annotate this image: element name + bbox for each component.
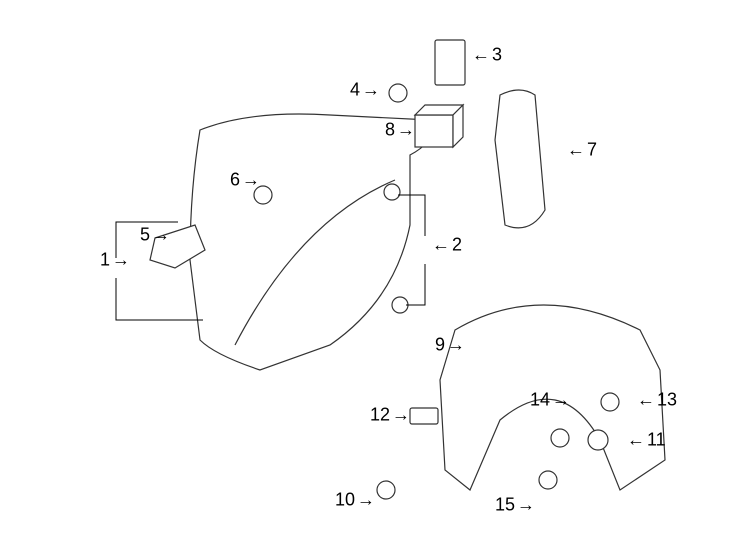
diagram-stage: 1→←2←34→5→6→←78→9→10→←1112→←1314→15→ bbox=[0, 0, 734, 540]
callout-3: ←3 bbox=[470, 45, 502, 66]
callout-number: 2 bbox=[452, 235, 462, 256]
callout-1: 1→ bbox=[100, 250, 132, 271]
callout-number: 12 bbox=[370, 405, 390, 426]
callout-number: 3 bbox=[492, 45, 502, 66]
wheel-arch-line bbox=[235, 180, 395, 345]
callout-13: ←13 bbox=[635, 390, 677, 411]
callout-12: 12→ bbox=[370, 405, 412, 426]
callout-arrow-icon: → bbox=[362, 80, 380, 101]
callout-number: 6 bbox=[230, 170, 240, 191]
fastener-4 bbox=[389, 84, 407, 102]
callout-number: 4 bbox=[350, 80, 360, 101]
callout-5: 5→ bbox=[140, 225, 172, 246]
insulator-7 bbox=[495, 90, 545, 228]
callout-arrow-icon: → bbox=[397, 120, 415, 141]
callout-6: 6→ bbox=[230, 170, 262, 191]
callout-number: 11 bbox=[647, 430, 666, 451]
callout-arrow-icon: → bbox=[392, 405, 410, 426]
callout-number: 5 bbox=[140, 225, 150, 246]
callout-number: 9 bbox=[435, 335, 445, 356]
callout-15: 15→ bbox=[495, 495, 537, 516]
callout-11: ←11 bbox=[625, 430, 666, 451]
callout-arrow-icon: ← bbox=[567, 140, 585, 161]
fastener-2b bbox=[392, 297, 408, 313]
callout-arrow-icon: → bbox=[447, 335, 465, 356]
callout-number: 8 bbox=[385, 120, 395, 141]
callout-arrow-icon: ← bbox=[432, 235, 450, 256]
callout-number: 7 bbox=[587, 140, 597, 161]
callout-arrow-icon: → bbox=[552, 390, 570, 411]
callout-arrow-icon: → bbox=[517, 495, 535, 516]
cube-8 bbox=[415, 105, 463, 147]
callout-arrow-icon: → bbox=[112, 250, 130, 271]
callout-number: 15 bbox=[495, 495, 515, 516]
plate-3 bbox=[435, 40, 465, 85]
callout-number: 14 bbox=[530, 390, 550, 411]
fastener-15 bbox=[539, 471, 557, 489]
callout-10: 10→ bbox=[335, 490, 377, 511]
callout-arrow-icon: → bbox=[357, 490, 375, 511]
callout-arrow-icon: → bbox=[242, 170, 260, 191]
fastener-13 bbox=[601, 393, 619, 411]
callout-14: 14→ bbox=[530, 390, 572, 411]
callout-number: 13 bbox=[657, 390, 677, 411]
callout-number: 10 bbox=[335, 490, 355, 511]
callout-arrow-icon: ← bbox=[637, 390, 655, 411]
callout-7: ←7 bbox=[565, 140, 597, 161]
fender-outline bbox=[190, 114, 430, 370]
clip-12 bbox=[410, 408, 438, 424]
callout-4: 4→ bbox=[350, 80, 382, 101]
callout-arrow-icon: ← bbox=[627, 430, 645, 451]
callout-arrow-icon: ← bbox=[472, 45, 490, 66]
fastener-2a bbox=[384, 184, 400, 200]
callout-8: 8→ bbox=[385, 120, 417, 141]
callout-arrow-icon: → bbox=[152, 225, 170, 246]
callout-number: 1 bbox=[100, 250, 110, 271]
callout-2: ←2 bbox=[430, 235, 462, 256]
callout-9: 9→ bbox=[435, 335, 467, 356]
fastener-14 bbox=[551, 429, 569, 447]
fastener-11 bbox=[588, 430, 608, 450]
fastener-10 bbox=[377, 481, 395, 499]
